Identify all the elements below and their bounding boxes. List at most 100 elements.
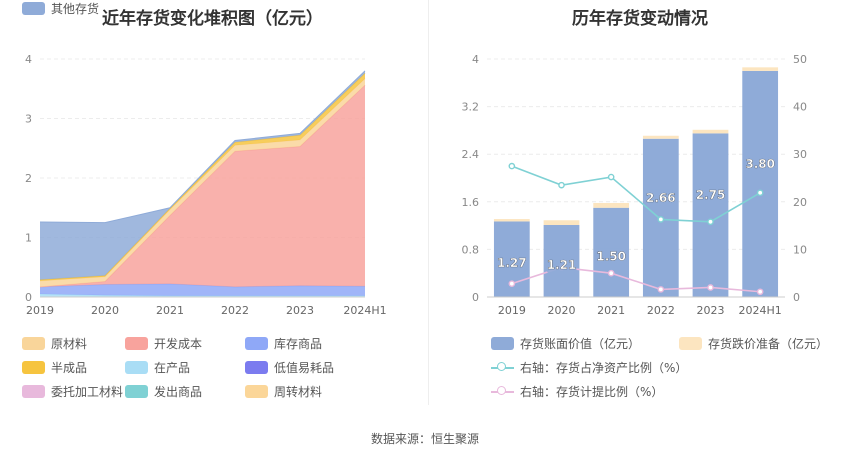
data-label-bg [546,257,577,274]
data-label: 1.50 [596,248,627,265]
line-point [756,189,764,197]
legend-item[interactable]: 存货跌价准备（亿元） [679,335,828,352]
legend-swatch [679,337,702,350]
data-label-text: 1.21 [547,258,577,272]
legend-item[interactable]: 低值易耗品 [245,359,334,376]
y2-tick-label: 0 [793,291,800,304]
legend-swatch [125,361,148,374]
x-tick-label: 2024H1 [739,304,782,317]
area-库存商品 [40,283,365,296]
legend-label: 在产品 [154,361,191,375]
y-tick-label: 1.6 [462,196,480,209]
line-point [607,269,615,277]
legend-label: 发出商品 [154,385,203,399]
data-label-bg [645,189,676,206]
data-label-bg [496,255,527,272]
legend-item[interactable]: 原材料 [22,335,87,352]
bar-book-value [742,70,779,298]
legend-swatch [491,337,514,350]
legend-item[interactable]: 发出商品 [125,383,202,400]
legend-item[interactable]: 存货账面价值（亿元） [491,335,640,352]
data-label: 1.27 [496,255,527,272]
y2-tick-label: 10 [793,243,807,256]
legend-label: 存货跌价准备（亿元） [708,337,829,351]
x-tick-label: 2020 [548,304,576,317]
legend-swatch [491,385,514,398]
area-其他存货 [40,70,365,280]
legend-item[interactable]: 在产品 [125,359,190,376]
legend-swatch [245,385,268,398]
line-point [657,216,665,223]
x-tick-label: 2020 [91,304,119,317]
x-tick-label: 2019 [26,304,54,317]
legend-item[interactable]: 委托加工材料 [22,383,123,400]
left-chart-title: 近年存货变化堆积图（亿元） [102,9,323,29]
data-source-note: 数据来源：恒生聚源 [370,432,479,446]
line-point [558,181,565,189]
y-tick-label: 0.8 [462,243,480,256]
area-半成品 [40,73,365,281]
y-tick-label: 3 [25,113,32,126]
panel-divider [428,0,429,405]
data-label-bg [596,248,627,265]
legend-item[interactable]: 半成品 [22,359,87,376]
legend-item[interactable]: 其他存货 [22,0,99,17]
y-tick-label: 2 [25,172,32,185]
x-tick-label: 2024H1 [343,304,386,317]
legend-label: 委托加工材料 [51,385,124,399]
x-tick-label: 2022 [221,304,249,317]
y-tick-label: 0 [25,291,32,304]
legend-label: 原材料 [51,337,88,351]
legend-swatch [125,337,148,350]
y-tick-label: 3.2 [462,101,480,114]
data-label-bg [695,187,726,204]
legend-swatch [245,337,268,350]
legend-label: 周转材料 [274,385,323,399]
x-tick-label: 2019 [498,304,526,317]
legend-swatch [22,337,45,350]
data-label-text: 3.80 [745,157,775,171]
x-tick-label: 2021 [597,304,625,317]
legend-item[interactable]: 周转材料 [245,383,322,400]
line-point [508,162,516,170]
y-tick-label: 0 [472,291,479,304]
data-label-text: 1.50 [596,249,626,263]
left-legend: 原材料 开发成本 库存商品半成品 在产品 低值易耗品委托加工材料 发出商品 周转材料 其他存货 [0,0,428,420]
y-tick-label: 4 [472,53,479,66]
area-原材料 [40,78,365,287]
y2-tick-label: 50 [793,53,807,66]
bar-impairment [742,67,779,71]
bar-impairment [493,219,530,222]
area-开发成本 [40,85,365,287]
x-tick-label: 2023 [286,304,314,317]
y2-tick-label: 30 [793,148,807,161]
legend-label: 其他存货 [51,2,100,16]
data-label-text: 1.27 [497,256,527,270]
legend-label: 低值易耗品 [274,361,335,375]
legend-label: 开发成本 [154,337,203,351]
data-label: 2.75 [695,187,726,204]
legend-swatch [22,2,45,15]
y2-tick-label: 40 [793,101,807,114]
data-label: 1.21 [546,257,577,274]
y-tick-label: 4 [25,53,32,66]
legend-item[interactable]: 开发成本 [125,335,202,352]
legend-item[interactable]: 右轴：存货占净资产比例（%） [491,359,687,376]
legend-item[interactable]: 右轴：存货计提比例（%） [491,383,663,400]
data-label: 3.80 [745,155,776,172]
legend-item[interactable]: 库存商品 [245,335,322,352]
right-chart-title: 历年存货变动情况 [572,9,708,29]
bar-impairment [543,220,580,226]
x-tick-label: 2023 [697,304,725,317]
left-stacked-area-chart: 0 1 2 3 4 2019 2020 2021 2022 2023 2024H1 [25,53,387,317]
x-tick-label: 2022 [647,304,675,317]
legend-label: 存货账面价值（亿元） [520,337,641,351]
y-tick-label: 2.4 [462,148,480,161]
legend-label: 库存商品 [274,337,323,351]
right-legend: 存货账面价值（亿元） 存货跌价准备（亿元） 右轴：存货占净资产比例（%） 右轴：存货计… [429,0,850,420]
data-label-text: 2.66 [646,191,676,205]
legend-label: 右轴：存货占净资产比例（%） [520,361,688,375]
line-point [607,173,615,181]
line-point [707,284,714,291]
